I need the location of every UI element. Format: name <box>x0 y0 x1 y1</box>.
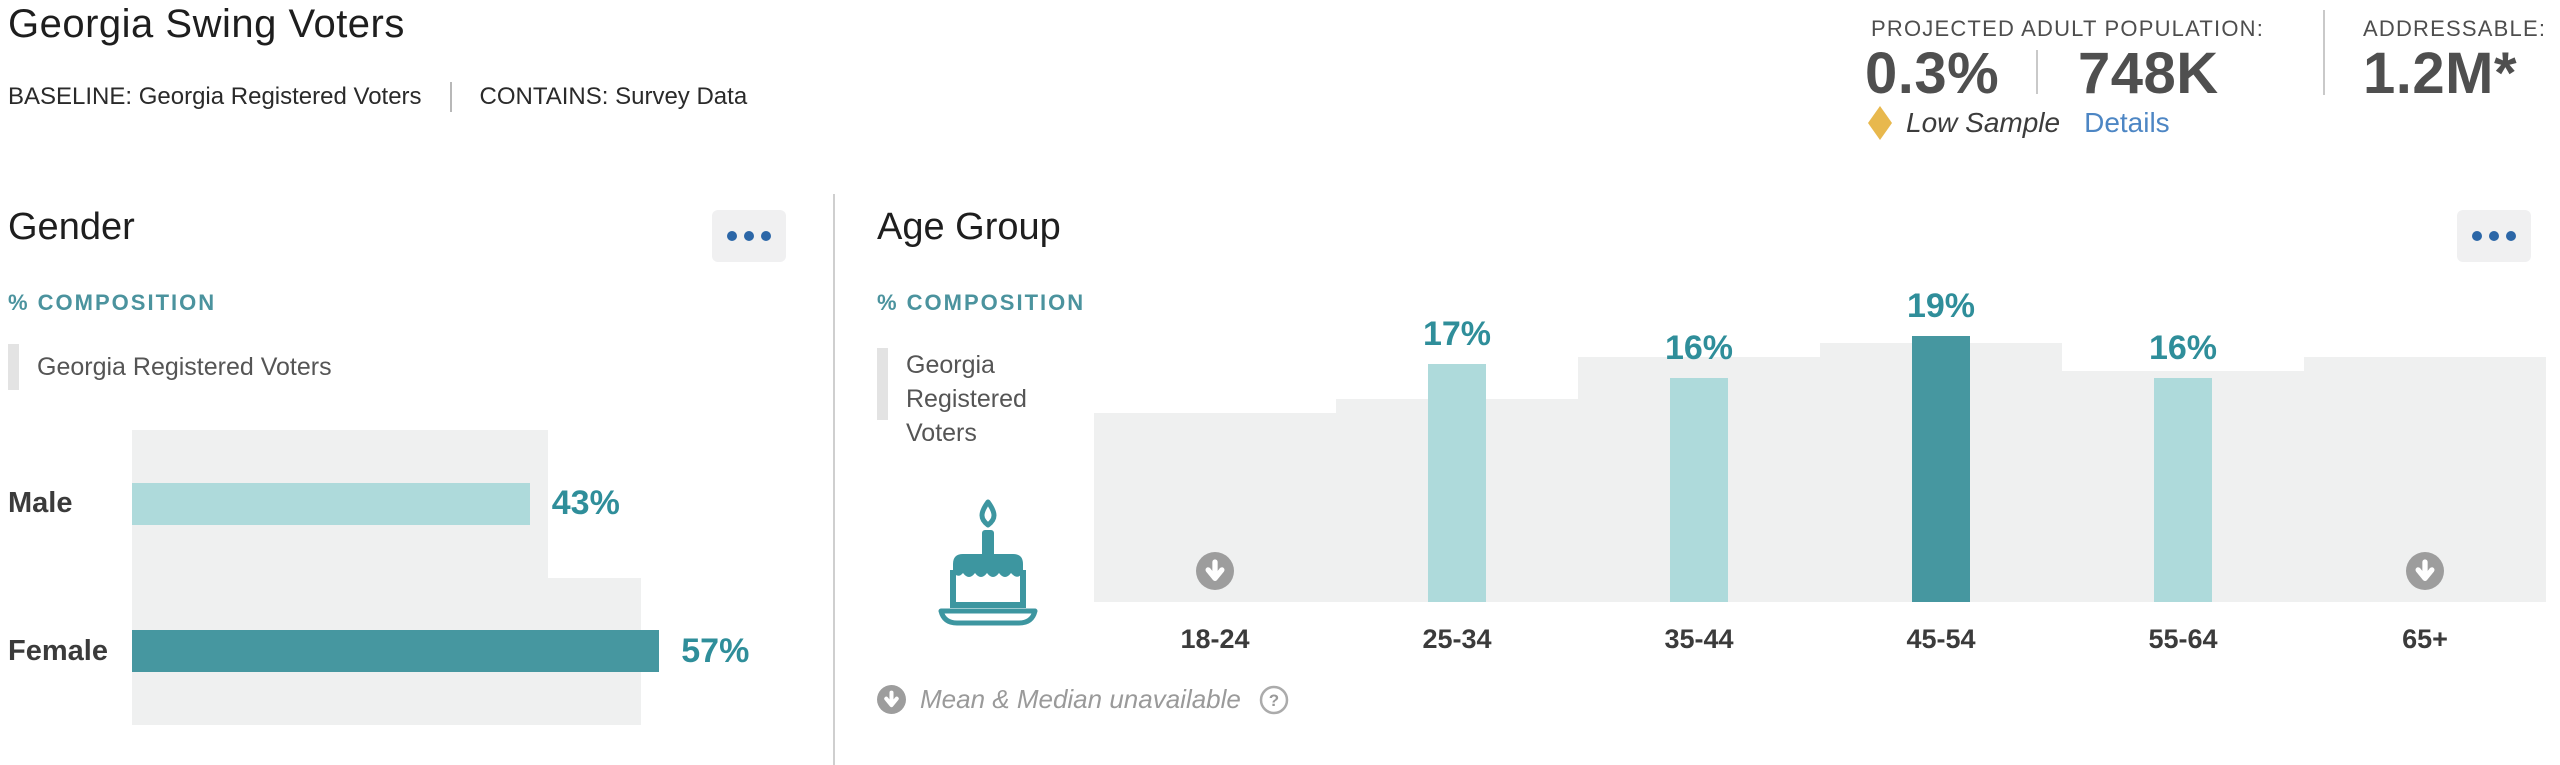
contains-label: CONTAINS: Survey Data <box>479 83 748 110</box>
help-glyph: ? <box>1269 691 1279 710</box>
age-axis-label: 25-34 <box>1422 624 1492 654</box>
gender-value-label: 57% <box>681 631 750 670</box>
question-circle-icon[interactable]: ? <box>1259 685 1289 715</box>
age-column: 16% 35-44 <box>1578 300 1820 654</box>
age-footnote: Mean & Median unavailable ? <box>877 684 1289 715</box>
ellipsis-icon <box>761 231 771 241</box>
baseline-label: BASELINE: Georgia Registered Voters <box>8 83 422 110</box>
age-value-label: 17% <box>1422 315 1492 353</box>
gender-chart: Male 43% Female 57% <box>8 430 827 725</box>
gender-panel-title: Gender <box>8 206 135 248</box>
divider <box>449 82 452 112</box>
divider <box>2323 10 2325 95</box>
age-menu-button[interactable] <box>2457 210 2531 262</box>
age-value-label: 16% <box>1664 329 1734 367</box>
gender-menu-button[interactable] <box>712 210 786 262</box>
addressable-label: ADDRESSABLE: <box>2363 16 2547 41</box>
projected-pct-value: 0.3% <box>1865 41 2000 106</box>
ellipsis-icon <box>2506 231 2516 241</box>
gender-legend: Georgia Registered Voters <box>8 344 332 390</box>
age-axis-label: 35-44 <box>1664 624 1734 654</box>
low-sample-warning: Low Sample Details <box>1868 106 2170 140</box>
age-axis-label: 45-54 <box>1906 624 1976 654</box>
age-bar[interactable] <box>1428 364 1486 602</box>
age-legend: Georgia Registered Voters <box>877 348 1076 450</box>
age-bar[interactable] <box>1670 378 1728 602</box>
legend-swatch <box>877 348 888 420</box>
age-column: 16% 55-64 <box>2062 300 2304 654</box>
age-axis-label: 18-24 <box>1180 624 1250 654</box>
low-sample-label: Low Sample <box>1906 107 2061 138</box>
projected-population-label: PROJECTED ADULT POPULATION: <box>1871 16 2265 41</box>
age-value-label: 19% <box>1906 287 1976 325</box>
legend-swatch <box>8 344 19 390</box>
diamond-icon <box>1868 106 1892 140</box>
age-section-label: % COMPOSITION <box>877 290 1086 315</box>
breadcrumb: BASELINE: Georgia Registered Voters CONT… <box>8 82 747 112</box>
age-column: 19% 45-54 <box>1820 287 2062 654</box>
gender-row: Male 43% <box>8 430 827 578</box>
gender-section-label: % COMPOSITION <box>8 290 217 315</box>
age-panel-title: Age Group <box>877 206 1061 248</box>
age-bar[interactable] <box>1912 336 1970 602</box>
age-column: 18-24 <box>1094 300 1336 654</box>
divider <box>2036 50 2038 94</box>
down-arrow-circle-icon[interactable] <box>1196 552 1234 590</box>
addressable-value: 1.2M* <box>2363 41 2518 106</box>
gender-value-label: 43% <box>551 484 620 523</box>
ellipsis-icon <box>744 231 754 241</box>
details-link[interactable]: Details <box>2084 107 2170 138</box>
down-arrow-circle-icon[interactable] <box>2406 552 2444 590</box>
down-arrow-circle-icon <box>877 685 906 714</box>
age-chart: 18-24 17% 25-34 16% 35-44 19% 45-54 16% 55-64 65… <box>1094 287 2546 654</box>
age-column: 65+ <box>2304 300 2546 654</box>
gender-category-label: Female <box>8 634 108 667</box>
age-axis-label: 65+ <box>2402 624 2448 654</box>
gender-category-label: Male <box>8 487 73 520</box>
panel-divider <box>833 194 835 765</box>
age-axis-label: 55-64 <box>2148 624 2218 654</box>
page-title: Georgia Swing Voters <box>8 2 405 46</box>
age-column: 17% 25-34 <box>1336 300 1578 654</box>
footnote-label: Mean & Median unavailable <box>920 684 1241 714</box>
legend-label: Georgia Registered Voters <box>906 351 1027 447</box>
gender-bar[interactable] <box>132 482 530 525</box>
projected-total-value: 748K <box>2078 41 2219 106</box>
age-bar[interactable] <box>2154 378 2212 602</box>
ellipsis-icon <box>2489 231 2499 241</box>
age-value-label: 16% <box>2148 329 2218 367</box>
birthday-cake-icon <box>935 498 1041 628</box>
ellipsis-icon <box>727 231 737 241</box>
legend-label: Georgia Registered Voters <box>37 353 332 381</box>
ellipsis-icon <box>2472 231 2482 241</box>
gender-row: Female 57% <box>8 577 827 725</box>
gender-bar[interactable] <box>132 630 660 673</box>
